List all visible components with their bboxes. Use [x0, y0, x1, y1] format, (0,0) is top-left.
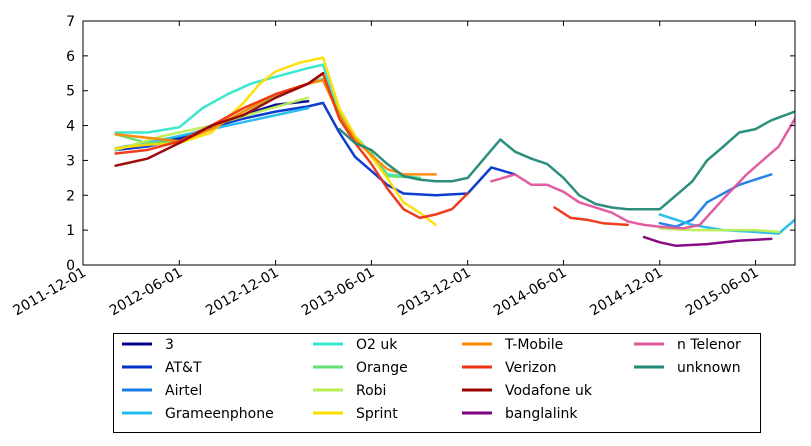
- legend-label-n-telenor: n Telenor: [677, 337, 741, 353]
- y-tick-label: 5: [66, 84, 75, 100]
- x-tick-label: 2015-06-01: [683, 265, 761, 320]
- legend: 3 AT&T Airtel Grameenphone O2 uk Orange Robi Sp…: [113, 333, 761, 433]
- legend-label-verizon: Verizon: [505, 360, 557, 376]
- series-line-orange: [114, 77, 422, 180]
- plot-frame: [82, 20, 796, 266]
- series-line-airtel: [658, 173, 773, 228]
- legend-label-sprint: Sprint: [356, 406, 398, 422]
- legend-box: [113, 333, 761, 433]
- y-tick-label: 6: [66, 49, 75, 65]
- x-tick-label: 2014-12-01: [587, 265, 665, 320]
- legend-label-grameenphone: Grameenphone: [165, 406, 274, 422]
- y-tick-label: 7: [66, 14, 75, 30]
- series-line-sprint: [114, 56, 437, 227]
- legend-label-t-mobile: T-Mobile: [504, 337, 563, 353]
- axes: 0 1 2 3 4 5 6 7 2011-12-01 2012-06-01 2012-12-01 20…: [11, 14, 796, 320]
- series-line-vodafone-uk: [114, 72, 325, 167]
- series-lines: [114, 56, 795, 248]
- legend-label-3: 3: [165, 337, 174, 353]
- x-tick-label: 2014-06-01: [491, 265, 569, 320]
- legend-label-unknown: unknown: [677, 360, 741, 376]
- x-tick-label: 2013-06-01: [299, 265, 377, 320]
- legend-label-vodafone-uk: Vodafone uk: [505, 383, 593, 399]
- x-tick-label: 2011-12-01: [11, 265, 89, 320]
- y-tick-label: 1: [66, 223, 75, 239]
- y-tick-label: 0: [66, 258, 75, 274]
- legend-label-airtel: Airtel: [165, 383, 202, 399]
- y-tick-label: 2: [66, 188, 75, 204]
- legend-label-at-t: AT&T: [165, 360, 202, 376]
- series-line-unknown: [338, 110, 795, 211]
- y-tick-label: 3: [66, 153, 75, 169]
- series-line-n-telenor: [490, 117, 795, 230]
- series-line-banglalink: [642, 235, 773, 248]
- legend-label-robi: Robi: [356, 383, 386, 399]
- legend-label-banglalink: banglalink: [505, 406, 578, 422]
- x-tick-label: 2012-12-01: [203, 265, 281, 320]
- x-tick-label: 2013-12-01: [395, 265, 473, 320]
- legend-label-orange: Orange: [356, 360, 408, 376]
- y-tick-label: 4: [66, 119, 75, 135]
- x-tick-label: 2012-06-01: [107, 265, 185, 320]
- legend-label-o2-uk: O2 uk: [356, 337, 398, 353]
